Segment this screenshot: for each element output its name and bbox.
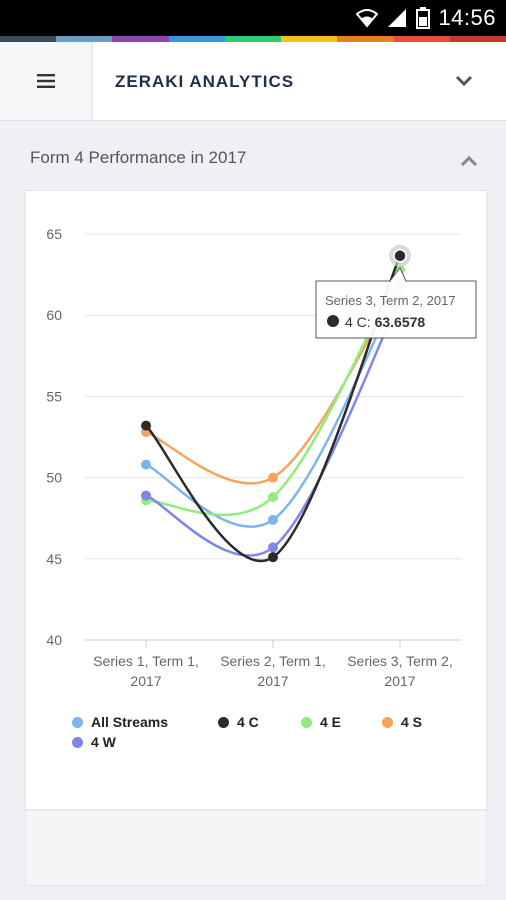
status-clock: 14:56 bbox=[438, 5, 496, 30]
line-chart: 40 45 50 55 60 65 Series 1, Term 1, 2017 Series … bbox=[46, 226, 477, 689]
data-point-highlighted bbox=[393, 249, 407, 263]
y-tick-label: 55 bbox=[46, 388, 62, 404]
x-tick-label: 2017 bbox=[384, 673, 415, 689]
signal-icon bbox=[388, 9, 407, 27]
card-footer bbox=[25, 810, 487, 886]
app-header: ZERAKI ANALYTICS bbox=[0, 42, 506, 121]
legend-marker bbox=[72, 716, 83, 728]
chevron-up-icon[interactable] bbox=[458, 150, 480, 172]
data-point bbox=[141, 490, 151, 501]
stripe-segment bbox=[168, 36, 225, 42]
stripe-segment bbox=[393, 36, 450, 42]
menu-button[interactable] bbox=[0, 42, 93, 120]
data-point bbox=[268, 552, 278, 563]
legend-marker bbox=[72, 736, 83, 748]
legend-label: 4 E bbox=[320, 714, 342, 730]
tooltip-box bbox=[315, 280, 477, 339]
data-point bbox=[268, 542, 278, 553]
legend-marker bbox=[301, 716, 312, 728]
tooltip-pointer bbox=[389, 266, 407, 282]
stripe-segment bbox=[281, 36, 338, 42]
app-title: ZERAKI ANALYTICS bbox=[115, 72, 295, 91]
data-point bbox=[141, 420, 151, 431]
y-tick-label: 40 bbox=[46, 632, 62, 648]
legend-item[interactable]: 4 W bbox=[72, 734, 116, 750]
tooltip-series: 4 C: 63.6578 bbox=[345, 314, 425, 330]
stripe-segment bbox=[224, 36, 282, 42]
legend-label: 4 C bbox=[237, 714, 259, 730]
y-tick-label: 60 bbox=[46, 307, 62, 323]
status-bar: 14:56 bbox=[0, 0, 506, 36]
tooltip-title: Series 3, Term 2, 2017 bbox=[325, 293, 456, 308]
data-point bbox=[268, 514, 278, 525]
chevron-down-icon[interactable] bbox=[452, 69, 476, 93]
tooltip-value: 63.6578 bbox=[375, 314, 426, 330]
section-title: Form 4 Performance in 2017 bbox=[30, 148, 247, 167]
stripe-segment bbox=[337, 36, 394, 42]
series-line bbox=[145, 285, 402, 528]
x-tick-label: Series 3, Term 2, bbox=[347, 653, 453, 669]
legend-item[interactable]: 4 C bbox=[218, 714, 259, 730]
legend-marker bbox=[218, 716, 229, 728]
hamburger-menu-icon bbox=[37, 74, 55, 88]
legend-label: All Streams bbox=[91, 714, 169, 730]
status-icons: 14:56 bbox=[356, 0, 496, 36]
legend-item[interactable]: All Streams bbox=[72, 714, 168, 730]
x-tick-label: 2017 bbox=[130, 673, 161, 689]
wifi-icon bbox=[356, 9, 379, 28]
tooltip-dot bbox=[327, 315, 339, 327]
stripe-segment bbox=[0, 36, 57, 42]
legend-label: 4 S bbox=[401, 714, 423, 730]
brand-stripe bbox=[0, 36, 506, 42]
legend-label: 4 W bbox=[91, 734, 116, 750]
battery-icon bbox=[416, 7, 431, 29]
x-tick-label: 2017 bbox=[257, 673, 288, 689]
x-tick-label: Series 1, Term 1, bbox=[93, 653, 199, 669]
stripe-segment bbox=[56, 36, 113, 42]
legend-item[interactable]: 4 E bbox=[301, 714, 341, 730]
legend-marker bbox=[382, 716, 393, 728]
y-tick-label: 45 bbox=[46, 551, 62, 567]
data-point bbox=[268, 492, 278, 503]
y-tick-label: 65 bbox=[46, 226, 62, 242]
legend-item[interactable]: 4 S bbox=[382, 714, 422, 730]
stripe-segment bbox=[449, 36, 506, 42]
series-line bbox=[145, 298, 402, 557]
data-point bbox=[268, 472, 278, 483]
data-point bbox=[141, 459, 151, 470]
stripe-segment bbox=[112, 36, 169, 42]
x-tick-label: Series 2, Term 1, bbox=[220, 653, 326, 669]
y-tick-label: 50 bbox=[46, 470, 62, 486]
